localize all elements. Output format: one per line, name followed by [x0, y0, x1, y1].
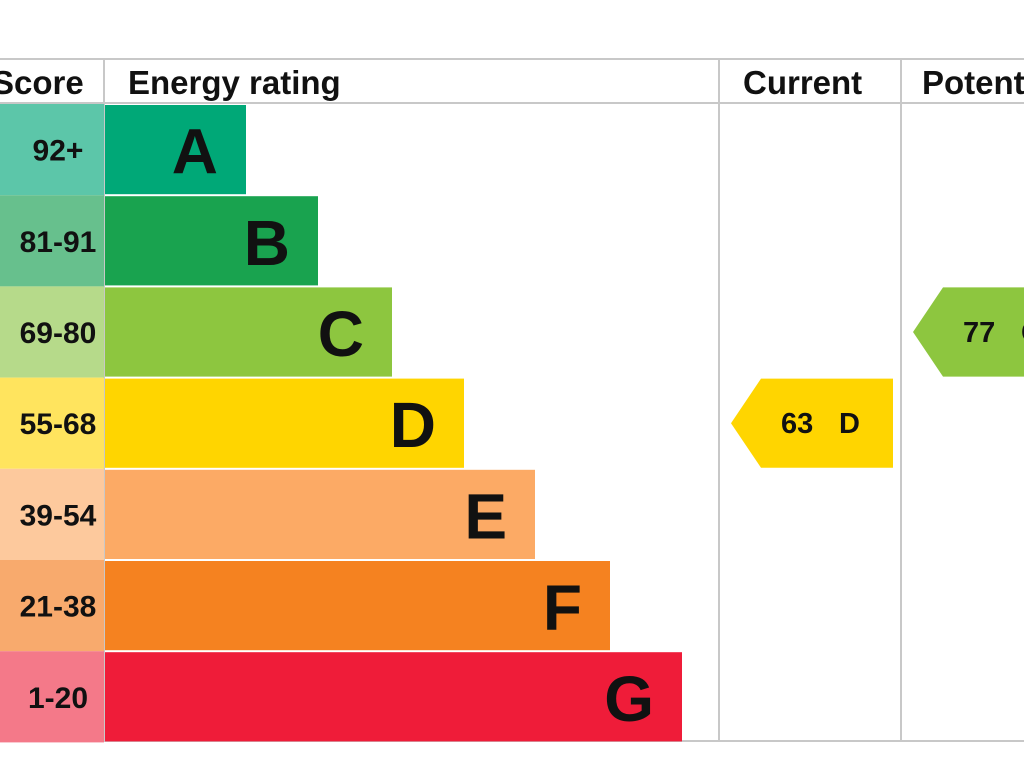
rating-bands: 92+ A 81-91 B 69-80 C 55-68 D 39-54 E 21-38 F 1-20 G	[0, 104, 682, 743]
score-range-c: 69-80	[20, 317, 97, 350]
rating-bar-e	[105, 469, 535, 559]
rating-letter-f: F	[543, 572, 582, 644]
score-cell-e	[0, 468, 104, 560]
potential-column-header: Potential	[922, 64, 1024, 101]
rating-bar-g	[105, 652, 682, 742]
score-cell-c	[0, 286, 104, 378]
current-rating-band: D	[839, 408, 860, 440]
rating-letter-g: G	[604, 663, 654, 735]
rating-bar-c	[105, 287, 392, 377]
potential-rating-value: 77	[963, 317, 995, 349]
score-range-a: 92+	[33, 135, 84, 168]
score-range-f: 21-38	[20, 591, 97, 624]
score-range-d: 55-68	[20, 408, 97, 441]
potential-rating-arrow	[913, 287, 1024, 377]
score-range-b: 81-91	[20, 226, 97, 259]
score-cell-f	[0, 560, 104, 652]
energy-rating-column-header: Energy rating	[128, 64, 341, 101]
rating-bar-f	[105, 561, 610, 651]
score-cell-g	[0, 651, 104, 743]
score-cell-d	[0, 377, 104, 469]
rating-letter-c: C	[318, 298, 364, 370]
rating-letter-d: D	[390, 389, 436, 461]
potential-rating-band: C	[1021, 317, 1024, 349]
current-column-header: Current	[743, 64, 862, 101]
rating-letter-b: B	[244, 207, 290, 279]
score-range-g: 1-20	[28, 682, 88, 715]
score-column-header: Score	[0, 64, 84, 101]
score-cell-b	[0, 195, 104, 287]
current-rating-arrow	[731, 378, 893, 468]
rating-arrows: 63 D 77 C	[731, 287, 1024, 468]
rating-letter-e: E	[464, 480, 507, 552]
rating-bar-d	[105, 378, 464, 468]
current-rating-value: 63	[781, 408, 813, 440]
rating-letter-a: A	[172, 116, 218, 188]
rating-bar-a	[105, 105, 246, 195]
score-range-e: 39-54	[20, 499, 97, 532]
rating-bar-b	[105, 196, 318, 286]
score-cell-a	[0, 104, 104, 196]
